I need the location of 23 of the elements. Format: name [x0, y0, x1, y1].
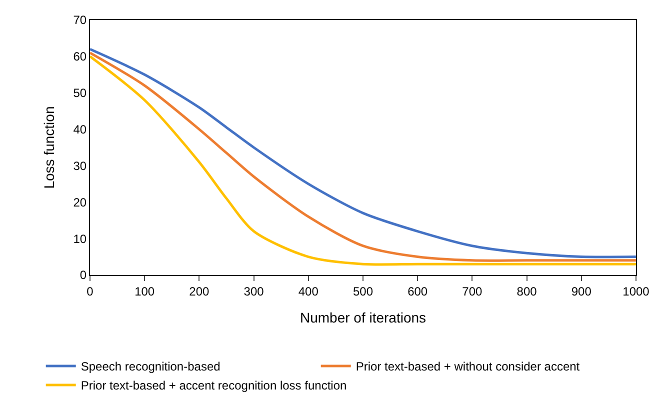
y-tick-label: 70 — [73, 13, 87, 28]
y-axis-title: Loss function — [40, 106, 57, 189]
legend-label: Prior text-based + accent recognition loss function — [80, 378, 347, 393]
x-tick-label: 300 — [244, 284, 264, 298]
legend-label: Speech recognition-based — [80, 360, 220, 374]
y-tick-label: 50 — [73, 86, 87, 100]
y-tick-label: 40 — [73, 122, 87, 136]
x-tick-label: 800 — [516, 284, 538, 298]
y-tick-label: 10 — [73, 232, 87, 246]
x-tick-label: 100 — [134, 284, 155, 298]
x-axis-title: Number of iterations — [300, 310, 426, 326]
x-tick-label: 600 — [408, 284, 428, 298]
y-tick-label: 20 — [73, 195, 87, 210]
x-tick-label: 1000 — [622, 284, 650, 298]
x-tick-label: 200 — [189, 284, 210, 298]
legend-label: Prior text-based + without consider accent — [356, 360, 580, 374]
x-tick-label: 700 — [462, 284, 483, 298]
y-tick-label: 0 — [80, 268, 87, 282]
y-tick-label: 60 — [73, 50, 87, 64]
x-tick-label: 400 — [298, 284, 319, 298]
x-tick-label: 500 — [352, 284, 374, 298]
x-tick-label: 900 — [571, 284, 592, 298]
y-tick-label: 30 — [73, 158, 87, 173]
